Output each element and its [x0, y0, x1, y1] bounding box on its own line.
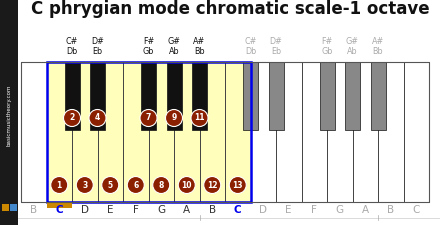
Text: C#: C#	[244, 38, 257, 47]
Text: E: E	[286, 205, 292, 215]
Bar	[174, 62, 199, 202]
Text: Eb: Eb	[92, 47, 103, 56]
Text: C: C	[234, 205, 242, 215]
Bar	[141, 62, 156, 130]
Text: C phrygian mode chromatic scale-1 octave: C phrygian mode chromatic scale-1 octave	[31, 0, 429, 18]
Bar	[47, 62, 72, 202]
Bar	[352, 62, 378, 202]
Text: 11: 11	[194, 113, 205, 122]
Text: Db: Db	[66, 47, 77, 56]
Circle shape	[153, 176, 170, 194]
Text: Bb: Bb	[194, 47, 205, 56]
Bar	[10, 204, 17, 211]
Bar	[319, 62, 334, 130]
Circle shape	[140, 110, 157, 126]
Text: A: A	[183, 205, 191, 215]
Text: Ab: Ab	[169, 47, 180, 56]
Text: F#: F#	[143, 38, 154, 47]
Bar	[123, 62, 148, 202]
Circle shape	[127, 176, 144, 194]
Bar	[370, 62, 385, 130]
Circle shape	[51, 176, 68, 194]
Text: Db: Db	[245, 47, 256, 56]
Circle shape	[63, 110, 81, 126]
Text: F: F	[133, 205, 139, 215]
Bar	[2, 204, 9, 211]
Text: G: G	[336, 205, 344, 215]
Text: Eb: Eb	[271, 47, 281, 56]
Text: 8: 8	[158, 180, 164, 189]
Circle shape	[89, 110, 106, 126]
Bar	[166, 62, 181, 130]
Text: C: C	[413, 205, 420, 215]
Text: E: E	[107, 205, 114, 215]
Text: A: A	[362, 205, 369, 215]
Text: G#: G#	[168, 38, 180, 47]
Text: basicmusictheory.com: basicmusictheory.com	[7, 84, 11, 146]
Text: 9: 9	[171, 113, 176, 122]
Circle shape	[76, 176, 93, 194]
Text: 3: 3	[82, 180, 88, 189]
Text: D#: D#	[91, 38, 104, 47]
Text: C: C	[55, 205, 63, 215]
Text: Gb: Gb	[143, 47, 154, 56]
Text: A#: A#	[372, 38, 384, 47]
Text: 2: 2	[70, 113, 75, 122]
Bar	[199, 62, 225, 202]
Circle shape	[165, 110, 183, 126]
Bar	[72, 62, 98, 202]
Text: 7: 7	[146, 113, 151, 122]
Bar	[21, 62, 47, 202]
Text: 10: 10	[181, 180, 192, 189]
Text: 4: 4	[95, 113, 100, 122]
Text: 13: 13	[232, 180, 243, 189]
Text: F: F	[312, 205, 317, 215]
Circle shape	[178, 176, 195, 194]
Text: G#: G#	[346, 38, 359, 47]
Text: 6: 6	[133, 180, 138, 189]
Bar	[243, 62, 258, 130]
Bar	[192, 62, 207, 130]
Bar	[276, 62, 301, 202]
Bar	[378, 62, 403, 202]
Text: 12: 12	[207, 180, 217, 189]
Bar	[65, 62, 80, 130]
Bar	[90, 62, 105, 130]
Bar	[268, 62, 283, 130]
Circle shape	[191, 110, 208, 126]
Circle shape	[204, 176, 221, 194]
Text: D: D	[259, 205, 267, 215]
Text: A#: A#	[193, 38, 205, 47]
Text: G: G	[157, 205, 165, 215]
Circle shape	[229, 176, 246, 194]
Bar	[47, 202, 72, 208]
Text: D: D	[81, 205, 89, 215]
Text: 1: 1	[57, 180, 62, 189]
Bar	[225, 62, 250, 202]
Text: B: B	[30, 205, 37, 215]
Text: Ab: Ab	[347, 47, 358, 56]
Bar	[327, 62, 352, 202]
Bar	[98, 62, 123, 202]
Text: C#: C#	[66, 38, 78, 47]
Bar	[403, 62, 429, 202]
Bar	[148, 62, 174, 202]
Bar	[21, 62, 429, 202]
Text: D#: D#	[270, 38, 282, 47]
Text: B: B	[387, 205, 394, 215]
Circle shape	[102, 176, 119, 194]
Text: Bb: Bb	[373, 47, 383, 56]
Text: B: B	[209, 205, 216, 215]
Text: Gb: Gb	[321, 47, 333, 56]
Bar	[301, 62, 327, 202]
Bar	[250, 62, 276, 202]
Text: 5: 5	[108, 180, 113, 189]
Text: F#: F#	[321, 38, 333, 47]
Bar	[0, 0, 18, 225]
Bar	[47, 62, 250, 202]
Bar	[345, 62, 360, 130]
